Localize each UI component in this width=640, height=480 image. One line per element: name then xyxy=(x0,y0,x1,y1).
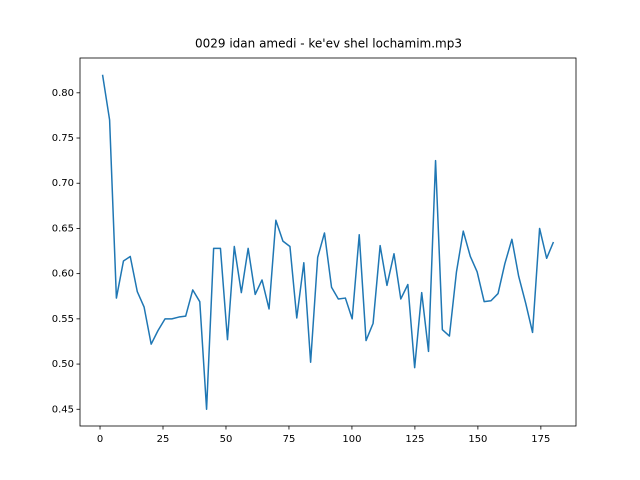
y-tick-label: 0.70 xyxy=(52,178,74,189)
x-tick-label: 25 xyxy=(157,434,170,445)
x-tick-label: 100 xyxy=(342,434,361,445)
y-tick-label: 0.60 xyxy=(52,269,74,280)
x-tick-label: 125 xyxy=(405,434,424,445)
x-tick-label: 0 xyxy=(97,434,103,445)
y-tick-label: 0.65 xyxy=(52,223,74,234)
y-tick-label: 0.80 xyxy=(52,88,74,99)
x-tick-label: 150 xyxy=(468,434,487,445)
y-tick-label: 0.75 xyxy=(52,133,74,144)
y-tick-label: 0.55 xyxy=(52,314,74,325)
y-tick-label: 0.50 xyxy=(52,359,74,370)
y-tick-label: 0.45 xyxy=(52,404,74,415)
axes-frame xyxy=(79,57,577,427)
data-line xyxy=(101,74,555,411)
x-tick-label: 50 xyxy=(220,434,233,445)
x-tick-label: 75 xyxy=(283,434,296,445)
chart-title: 0029 idan amedi - ke'ev shel lochamim.mp… xyxy=(195,37,462,51)
x-tick-label: 175 xyxy=(531,434,550,445)
